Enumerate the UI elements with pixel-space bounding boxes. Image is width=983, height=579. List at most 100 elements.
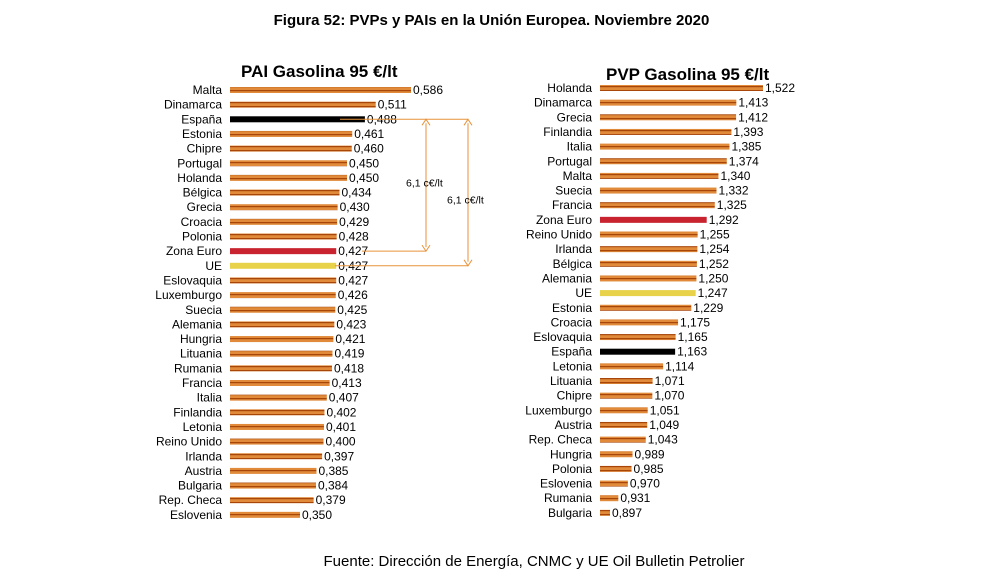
pai-category-label-ue: UE bbox=[205, 259, 222, 273]
pvp-category-label-eslovaquia: Eslovaquia bbox=[533, 330, 592, 344]
pai-category-label-chipre: Chipre bbox=[187, 142, 223, 156]
pai-category-label-italia: Italia bbox=[197, 391, 223, 405]
pvp-category-label-luxemburgo: Luxemburgo bbox=[525, 403, 592, 417]
pvp-category-label-finlandia: Finlandia bbox=[543, 125, 592, 139]
pai-value-label-francia: 0,413 bbox=[332, 376, 362, 390]
pvp-bar-italia bbox=[600, 143, 730, 150]
pai-category-label-polonia: Polonia bbox=[182, 230, 222, 244]
pai-bar-estonia bbox=[230, 130, 353, 137]
pvp-value-label-belgica: 1,252 bbox=[699, 257, 729, 271]
pvp-bar-alemania bbox=[600, 275, 697, 282]
pai-value-label-chipre: 0,460 bbox=[354, 142, 384, 156]
pai-bar-malta bbox=[230, 87, 411, 93]
pai-bar-finlandia bbox=[230, 409, 325, 416]
pai-value-label-hungria: 0,421 bbox=[335, 332, 365, 346]
pvp-value-label-austria: 1,049 bbox=[649, 418, 679, 432]
pai-category-label-hungria: Hungria bbox=[180, 332, 222, 346]
pai-category-label-lituania: Lituania bbox=[180, 347, 222, 361]
pai-bar-luxemburgo bbox=[230, 292, 336, 299]
pvp-value-label-rumania: 0,931 bbox=[620, 491, 650, 505]
pai-bar-eslovenia bbox=[230, 511, 300, 518]
pvp-category-label-alemania: Alemania bbox=[542, 271, 592, 285]
pvp-value-label-portugal: 1,374 bbox=[729, 154, 759, 168]
pvp-bar-polonia bbox=[600, 465, 632, 472]
pvp-category-label-suecia: Suecia bbox=[555, 184, 592, 198]
pai-value-label-rep-checa: 0,379 bbox=[316, 493, 346, 507]
pvp-bar-croacia bbox=[600, 319, 679, 326]
pvp-bar-dinamarca bbox=[600, 99, 737, 106]
pvp-value-label-grecia: 1,412 bbox=[738, 110, 768, 124]
pai-category-label-espana: España bbox=[181, 112, 222, 126]
pai-bar-eslovaquia bbox=[230, 277, 337, 284]
pvp-category-label-eslovenia: Eslovenia bbox=[540, 477, 592, 491]
pai-bar-lituania bbox=[230, 350, 333, 357]
pai-bar-holanda bbox=[230, 174, 348, 181]
pai-category-label-holanda: Holanda bbox=[177, 171, 222, 185]
pvp-bar-eslovaquia bbox=[600, 334, 676, 341]
pvp-category-label-lituania: Lituania bbox=[550, 374, 592, 388]
pvp-category-label-rep-checa: Rep. Checa bbox=[529, 433, 593, 447]
pvp-category-label-bulgaria: Bulgaria bbox=[548, 506, 592, 520]
pai-category-label-letonia: Letonia bbox=[183, 420, 223, 434]
pvp-value-label-suecia: 1,332 bbox=[718, 184, 748, 198]
pvp-value-label-malta: 1,340 bbox=[720, 169, 750, 183]
pai-value-label-malta: 0,586 bbox=[413, 83, 443, 97]
pvp-bar-ue bbox=[600, 290, 696, 297]
pai-value-label-italia: 0,407 bbox=[329, 391, 359, 405]
pai-bar-portugal bbox=[230, 160, 348, 167]
source-note: Fuente: Dirección de Energía, CNMC y UE … bbox=[323, 553, 745, 570]
pai-value-label-austria: 0,385 bbox=[318, 464, 348, 478]
pvp-category-label-zona-euro: Zona Euro bbox=[536, 213, 592, 227]
pvp-value-label-rep-checa: 1,043 bbox=[648, 433, 678, 447]
pvp-category-label-reino-unido: Reino Unido bbox=[526, 228, 592, 242]
pai-category-label-eslovenia: Eslovenia bbox=[170, 508, 222, 522]
pai-bar-rumania bbox=[230, 365, 332, 372]
pai-bar-dinamarca bbox=[230, 101, 376, 108]
pvp-category-label-malta: Malta bbox=[563, 169, 593, 183]
pai-value-label-croacia: 0,429 bbox=[339, 215, 369, 229]
pvp-category-label-estonia: Estonia bbox=[552, 301, 592, 315]
pai-value-label-irlanda: 0,397 bbox=[324, 449, 354, 463]
pai-bar-chipre bbox=[230, 145, 352, 152]
pvp-category-label-irlanda: Irlanda bbox=[555, 242, 592, 256]
pai-bar-suecia bbox=[230, 306, 336, 313]
pvp-category-label-croacia: Croacia bbox=[551, 315, 593, 329]
pai-chart-title: PAI Gasolina 95 €/lt bbox=[241, 62, 398, 81]
pvp-bar-austria bbox=[600, 421, 648, 428]
pvp-value-label-irlanda: 1,254 bbox=[699, 242, 729, 256]
pai-bar-belgica bbox=[230, 189, 340, 196]
pvp-value-label-hungria: 0,989 bbox=[635, 447, 665, 461]
pai-bar-reino-unido bbox=[230, 438, 324, 445]
pvp-bar-bulgaria bbox=[600, 509, 610, 516]
pai-bar-espana bbox=[230, 116, 365, 123]
pai-bar-polonia bbox=[230, 233, 337, 240]
pvp-category-label-ue: UE bbox=[575, 286, 592, 300]
pvp-bar-suecia bbox=[600, 187, 717, 194]
pai-bar-letonia bbox=[230, 423, 324, 430]
pvp-value-label-letonia: 1,114 bbox=[665, 359, 694, 373]
pvp-bar-letonia bbox=[600, 363, 664, 370]
pvp-category-label-belgica: Bélgica bbox=[553, 257, 593, 271]
pvp-bar-chart: Holanda 1,522 Dinamarca 1,413 Grecia 1,412 Fin… bbox=[525, 81, 795, 520]
pai-bar-ue bbox=[230, 262, 337, 269]
pai-bar-irlanda bbox=[230, 453, 323, 460]
pai-value-label-eslovenia: 0,350 bbox=[302, 508, 332, 522]
pvp-chart-title: PVP Gasolina 95 €/lt bbox=[606, 65, 770, 84]
pai-category-label-croacia: Croacia bbox=[181, 215, 223, 229]
pvp-bar-chipre bbox=[600, 392, 653, 399]
pvp-category-label-portugal: Portugal bbox=[547, 154, 592, 168]
pai-category-label-luxemburgo: Luxemburgo bbox=[155, 288, 222, 302]
pvp-value-label-finlandia: 1,393 bbox=[733, 125, 763, 139]
pvp-bar-rep-checa bbox=[600, 436, 646, 443]
pai-category-label-zona-euro: Zona Euro bbox=[166, 244, 222, 258]
pai-value-label-luxemburgo: 0,426 bbox=[338, 288, 368, 302]
pvp-category-label-espana: España bbox=[551, 345, 592, 359]
pai-value-label-alemania: 0,423 bbox=[336, 317, 366, 331]
pvp-category-label-rumania: Rumania bbox=[544, 491, 592, 505]
pvp-value-label-polonia: 0,985 bbox=[634, 462, 664, 476]
pai-value-label-suecia: 0,425 bbox=[337, 303, 367, 317]
pvp-bar-belgica bbox=[600, 260, 697, 267]
pvp-bar-zona-euro bbox=[600, 216, 707, 223]
pai-value-label-grecia: 0,430 bbox=[340, 200, 370, 214]
